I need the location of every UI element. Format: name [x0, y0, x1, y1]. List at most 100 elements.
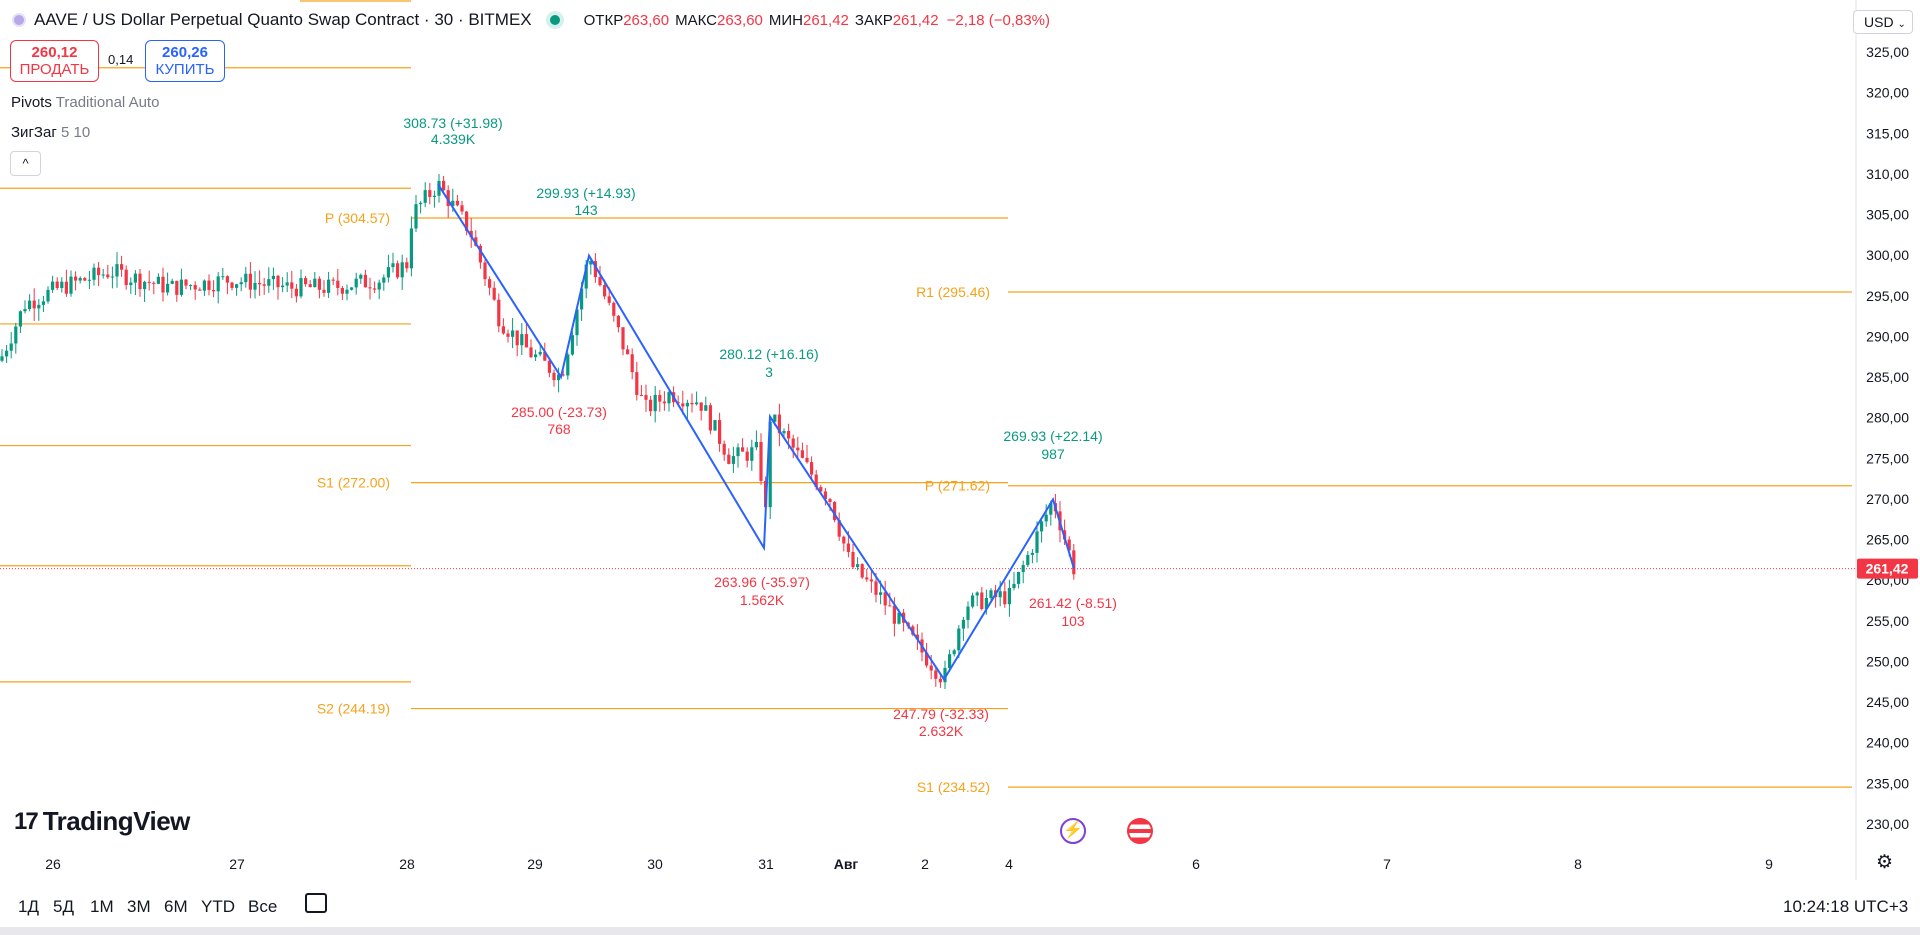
candle: [83, 278, 87, 281]
clock[interactable]: 10:24:18 UTC+3: [1783, 897, 1909, 916]
candle: [787, 430, 791, 439]
candle: [718, 420, 722, 444]
range-ytd-button[interactable]: YTD: [201, 897, 235, 916]
candle: [9, 343, 13, 351]
candle: [396, 263, 400, 278]
x-tick-label: 27: [229, 856, 245, 872]
candle: [340, 287, 344, 294]
candle: [957, 628, 961, 651]
candle: [511, 330, 515, 337]
range-1d-button[interactable]: 1Д: [18, 897, 39, 916]
zigzag-point-label: 280.12 (+16.16): [719, 346, 818, 362]
candle: [695, 402, 699, 405]
candle: [621, 327, 625, 350]
range-all-button[interactable]: Все: [248, 897, 278, 916]
high-value: 263,60: [717, 11, 763, 29]
candle: [212, 289, 216, 292]
pivot-levels: P (304.57) S1 (272.00) S2 (244.19) R1 (295.…: [0, 0, 1856, 795]
candle: [805, 457, 809, 463]
candle: [515, 330, 519, 346]
last-price-label: 261,42: [1866, 561, 1909, 577]
range-5d-button[interactable]: 5Д: [53, 897, 74, 916]
candle: [64, 281, 68, 294]
candle: [501, 326, 505, 334]
x-tick-label: 28: [399, 856, 415, 872]
candle: [276, 275, 280, 288]
indicator-pivots[interactable]: Pivots Traditional Auto: [11, 94, 159, 111]
candle: [593, 261, 597, 278]
candle: [216, 276, 220, 292]
sell-button[interactable]: 260,12 ПРОДАТЬ: [10, 40, 99, 82]
candle: [391, 263, 395, 268]
pivots-name: Pivots: [11, 94, 52, 111]
candle: [630, 354, 634, 373]
indicator-zigzag[interactable]: ЗигЗаг 5 10: [11, 124, 90, 141]
x-tick-label: Авг: [834, 856, 859, 872]
candle: [897, 612, 901, 624]
currency-value: USD: [1864, 14, 1894, 30]
range-3m-button[interactable]: 3M: [127, 897, 151, 916]
candle: [575, 309, 579, 336]
collapse-indicators-button[interactable]: ^: [10, 151, 41, 176]
candle: [1072, 550, 1076, 575]
candle: [961, 619, 965, 629]
calendar-range-icon[interactable]: [305, 893, 327, 913]
candle: [603, 285, 607, 297]
candle: [455, 200, 459, 206]
candle: [616, 315, 620, 328]
candle: [837, 520, 841, 537]
candle: [819, 487, 823, 492]
candle: [327, 279, 331, 293]
lightning-icon[interactable]: ⚡: [1060, 818, 1086, 844]
candle: [60, 281, 64, 289]
candle: [14, 326, 18, 344]
candle: [497, 299, 501, 327]
candle: [179, 279, 183, 295]
x-tick-label: 4: [1005, 856, 1013, 872]
candle: [97, 267, 101, 276]
zigzag-volume-label: 143: [574, 202, 598, 218]
high-label: МАКС: [675, 11, 717, 29]
time-axis[interactable]: 26 27 28 29 30 31 Авг 2 4 6 7 8 9: [45, 856, 1773, 872]
candle: [350, 287, 354, 290]
range-1m-button[interactable]: 1M: [90, 897, 114, 916]
candle: [731, 456, 735, 464]
price-axis[interactable]: 325,00 320,00 315,00 310,00 305,00 300,00 295,…: [1857, 44, 1918, 832]
candle: [428, 190, 432, 197]
candle: [55, 281, 59, 289]
candle: [998, 591, 1002, 598]
candle: [667, 392, 671, 404]
y-tick-label: 325,00: [1866, 44, 1909, 60]
candle: [915, 634, 919, 640]
candle: [856, 564, 860, 568]
candle: [791, 438, 795, 448]
scrollbar[interactable]: [0, 927, 1920, 935]
symbol-title[interactable]: AAVE / US Dollar Perpetual Quanto Swap C…: [34, 10, 532, 29]
zigzag-name: ЗигЗаг: [11, 124, 57, 141]
currency-select[interactable]: USD ⌄: [1853, 10, 1913, 34]
candle: [87, 279, 91, 281]
candle: [41, 301, 45, 305]
candle: [607, 296, 611, 303]
x-tick-label: 8: [1574, 856, 1582, 872]
candle: [175, 280, 179, 295]
candle: [529, 347, 533, 358]
candle: [409, 228, 413, 269]
buy-button[interactable]: 260,26 КУПИТЬ: [145, 40, 225, 82]
price-chart[interactable]: P (304.57) S1 (272.00) S2 (244.19) R1 (295.…: [0, 0, 1920, 880]
candle: [626, 349, 630, 355]
y-tick-label: 320,00: [1866, 85, 1909, 101]
candle: [221, 276, 225, 278]
last-price-badge: [1857, 558, 1918, 579]
candle: [989, 590, 993, 598]
us-flag-icon[interactable]: [1127, 818, 1153, 844]
candle: [354, 278, 358, 288]
zigzag-point-label: 247.79 (-32.33): [893, 706, 989, 722]
candle: [750, 447, 754, 461]
tradingview-logo-icon: 17: [14, 807, 39, 835]
range-6m-button[interactable]: 6M: [164, 897, 188, 916]
candle: [782, 430, 786, 434]
settings-gear-icon[interactable]: ⚙: [1876, 852, 1894, 873]
candle: [520, 334, 524, 346]
zigzag-point-label: 308.73 (+31.98): [403, 115, 502, 131]
